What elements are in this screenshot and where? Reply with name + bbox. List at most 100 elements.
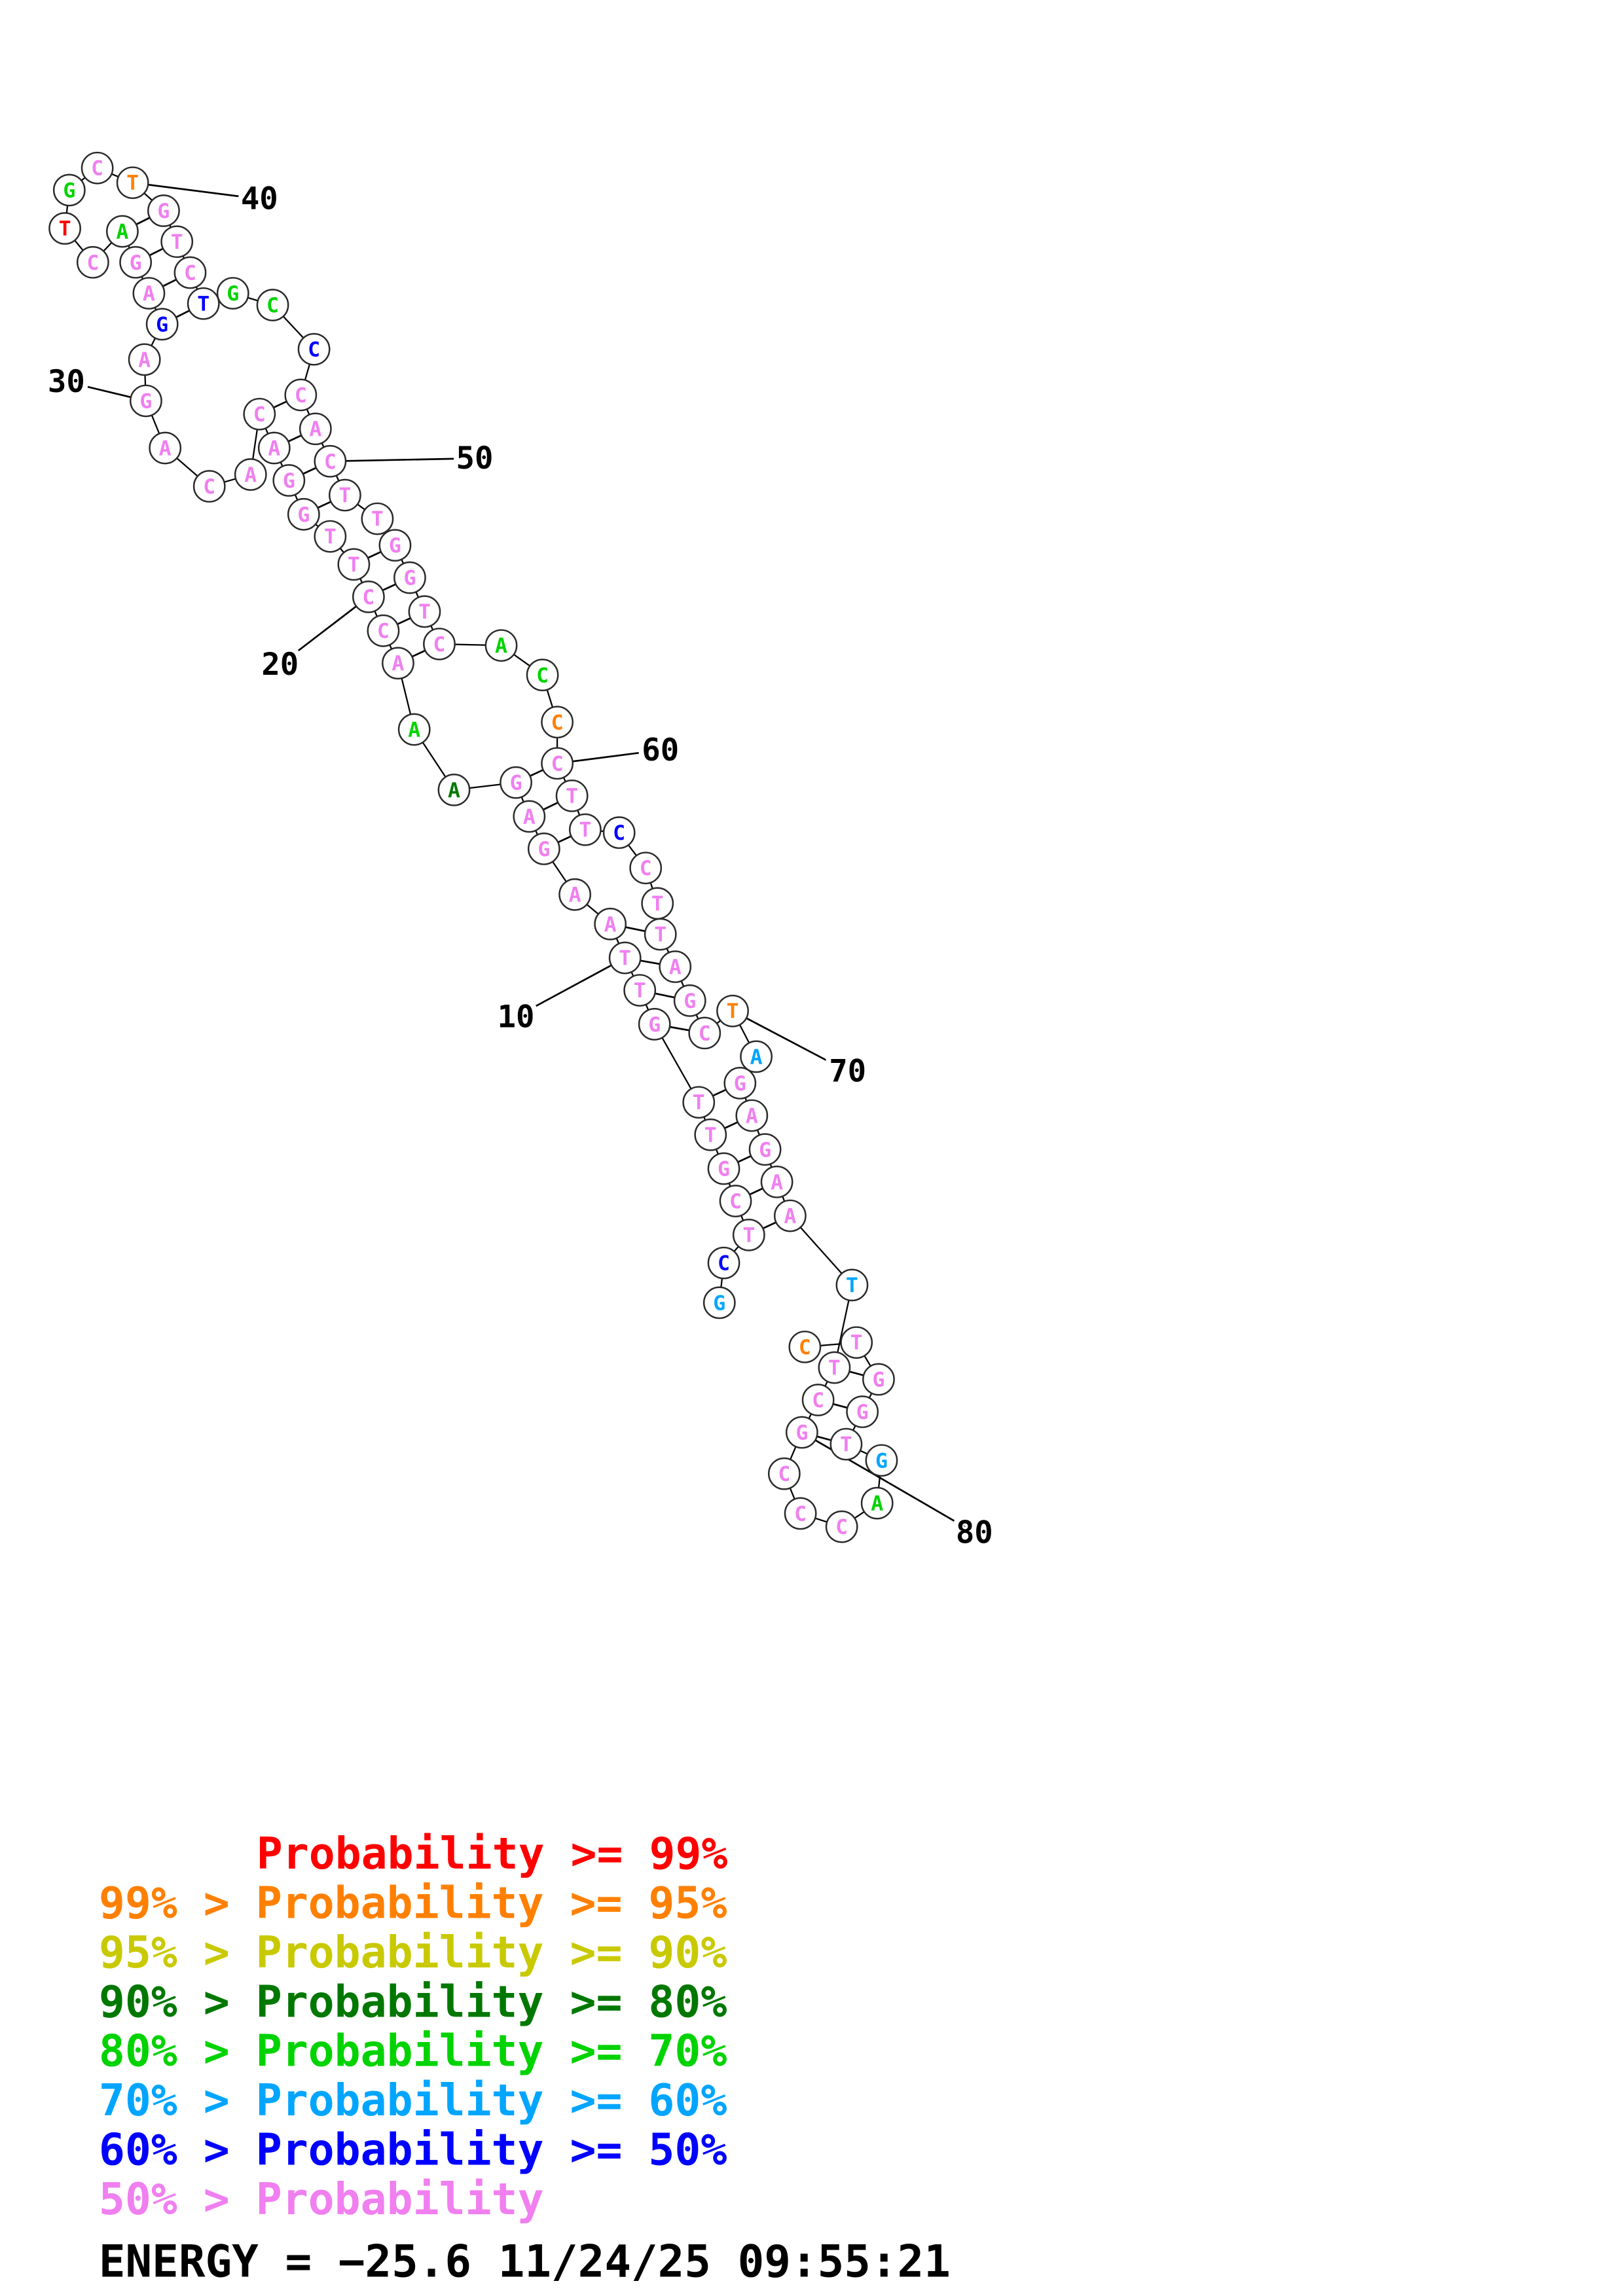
base-letter: T <box>126 171 139 195</box>
base-letter: C <box>551 752 564 776</box>
base-pair-ticks <box>122 209 879 1445</box>
energy-readout: ENERGY = −25.6 11/24/25 09:55:21 <box>99 2236 951 2287</box>
base-letter: G <box>130 251 142 275</box>
base-letter: T <box>704 1124 717 1147</box>
base-letter: T <box>171 230 183 254</box>
base-letter: C <box>266 294 279 317</box>
base-letter: A <box>784 1205 796 1229</box>
base-letter: C <box>799 1336 811 1359</box>
base-circle <box>500 766 532 799</box>
base-circle <box>378 529 412 562</box>
base-letter: A <box>448 779 460 802</box>
label-pointer <box>732 1010 848 1073</box>
base-letter: C <box>835 1516 848 1539</box>
base-letter: T <box>727 1000 739 1024</box>
base-letter: T <box>59 217 71 241</box>
base-circle <box>608 941 642 975</box>
base-circle <box>132 277 166 310</box>
base-letter: C <box>253 403 266 427</box>
base-circle <box>846 1395 879 1428</box>
base-circle <box>192 470 226 503</box>
base-circle <box>707 1152 740 1185</box>
sequence-number-label: 70 <box>829 1054 866 1090</box>
base-letter: A <box>871 1492 883 1516</box>
base-circle <box>707 1246 740 1280</box>
base-circle <box>382 647 414 680</box>
base-letter: G <box>227 282 239 306</box>
sequence-number-label: 20 <box>261 647 299 683</box>
base-letter: A <box>138 348 151 372</box>
label-pointer-lines <box>66 181 975 1534</box>
base-letter: G <box>875 1449 888 1473</box>
legend-row: 70% > Probability >= 60% <box>99 2075 727 2126</box>
base-circle <box>526 658 559 692</box>
base-circle <box>397 713 431 746</box>
base-letter: G <box>795 1422 808 1445</box>
base-circle <box>569 813 602 846</box>
base-circle <box>735 1099 769 1132</box>
base-circle <box>361 502 394 535</box>
base-letters: GCTCGTTGTTAAGAGAAACCTTGGACACAGAGAGACTGCT… <box>59 157 888 1539</box>
base-letter: C <box>640 857 652 880</box>
base-circle <box>840 1326 873 1359</box>
base-letter: T <box>742 1224 755 1247</box>
base-letter: A <box>669 956 682 979</box>
base-circle <box>719 1185 752 1217</box>
base-letter: T <box>634 979 646 1003</box>
base-circle <box>328 478 361 512</box>
base-letter: G <box>684 990 696 1013</box>
base-letter: G <box>648 1013 661 1037</box>
base-letter: G <box>856 1401 869 1424</box>
base-circle <box>594 907 627 941</box>
base-letter: C <box>91 157 103 181</box>
base-circle <box>234 458 267 491</box>
base-circle <box>629 852 663 885</box>
base-circle <box>256 289 289 321</box>
base-letter: A <box>604 913 617 937</box>
base-letter: C <box>613 821 625 845</box>
base-circle <box>527 833 560 865</box>
base-circle <box>784 1497 817 1530</box>
base-circle <box>638 1007 671 1041</box>
base-letter: G <box>63 179 75 202</box>
base-letter: T <box>846 1274 858 1297</box>
base-circle <box>337 548 371 581</box>
base-letter: C <box>551 711 564 734</box>
base-circle <box>818 1351 851 1384</box>
base-letter: A <box>392 652 404 675</box>
base-letter: A <box>309 418 321 441</box>
base-letter: G <box>713 1291 725 1315</box>
backbone-lines <box>64 167 883 1528</box>
legend-row: 95% > Probability >= 90% <box>99 1927 727 1978</box>
base-letter: T <box>418 600 431 624</box>
probability-legend: Probability >= 99%99% > Probability >= 9… <box>99 1828 728 2225</box>
base-letter: A <box>495 634 507 658</box>
base-letter: T <box>840 1433 852 1457</box>
base-circle <box>257 431 291 465</box>
base-circle <box>760 1165 793 1198</box>
base-circle <box>76 245 109 279</box>
base-letter: A <box>523 805 536 829</box>
base-circle <box>314 444 347 478</box>
base-letter: A <box>746 1104 758 1128</box>
base-circle <box>558 878 591 911</box>
base-letter: T <box>197 293 210 316</box>
base-letter: C <box>308 338 320 362</box>
label-pointer <box>330 457 475 463</box>
base-letter: C <box>778 1463 790 1486</box>
legend-row: 99% > Probability >= 95% <box>99 1877 727 1928</box>
base-circle <box>297 332 331 366</box>
base-letter: T <box>850 1331 863 1355</box>
sequence-number-label: 60 <box>642 732 679 768</box>
base-circle <box>287 497 320 531</box>
base-letter: A <box>569 884 581 907</box>
base-letter: G <box>538 838 550 861</box>
base-letter: G <box>139 389 152 413</box>
base-circle <box>187 287 220 320</box>
base-circle <box>659 950 692 983</box>
base-circle <box>393 561 426 594</box>
base-letter: C <box>718 1252 730 1276</box>
base-letter: A <box>159 437 172 461</box>
base-circle <box>130 384 162 418</box>
